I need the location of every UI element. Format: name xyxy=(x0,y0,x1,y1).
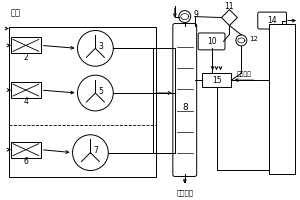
Text: 9: 9 xyxy=(194,10,199,19)
Circle shape xyxy=(179,11,191,23)
Bar xyxy=(11,142,41,158)
Text: 3: 3 xyxy=(98,42,103,51)
Text: 4: 4 xyxy=(23,97,28,106)
Circle shape xyxy=(77,75,113,111)
Text: 8: 8 xyxy=(182,103,188,112)
Bar xyxy=(11,37,41,53)
Text: 废水: 废水 xyxy=(11,9,21,18)
Text: 5: 5 xyxy=(98,87,103,96)
Text: 6: 6 xyxy=(23,157,28,166)
Circle shape xyxy=(73,135,108,171)
Bar xyxy=(11,82,41,98)
Text: 15: 15 xyxy=(212,76,221,85)
Bar xyxy=(202,73,231,87)
Text: 12: 12 xyxy=(249,36,258,42)
FancyBboxPatch shape xyxy=(173,24,197,176)
Circle shape xyxy=(77,30,113,66)
Text: 11: 11 xyxy=(225,2,234,11)
Bar xyxy=(269,24,295,174)
FancyBboxPatch shape xyxy=(258,12,286,29)
Text: 2: 2 xyxy=(23,53,28,62)
Text: 糞酱产品: 糞酱产品 xyxy=(176,189,193,196)
Text: 10: 10 xyxy=(207,37,216,46)
Text: 补充溦剂: 补充溦剂 xyxy=(237,71,252,77)
Bar xyxy=(9,27,156,177)
FancyBboxPatch shape xyxy=(198,33,225,50)
Circle shape xyxy=(236,35,247,46)
Text: 7: 7 xyxy=(93,146,98,155)
Text: 14: 14 xyxy=(267,16,277,25)
Polygon shape xyxy=(221,10,237,26)
